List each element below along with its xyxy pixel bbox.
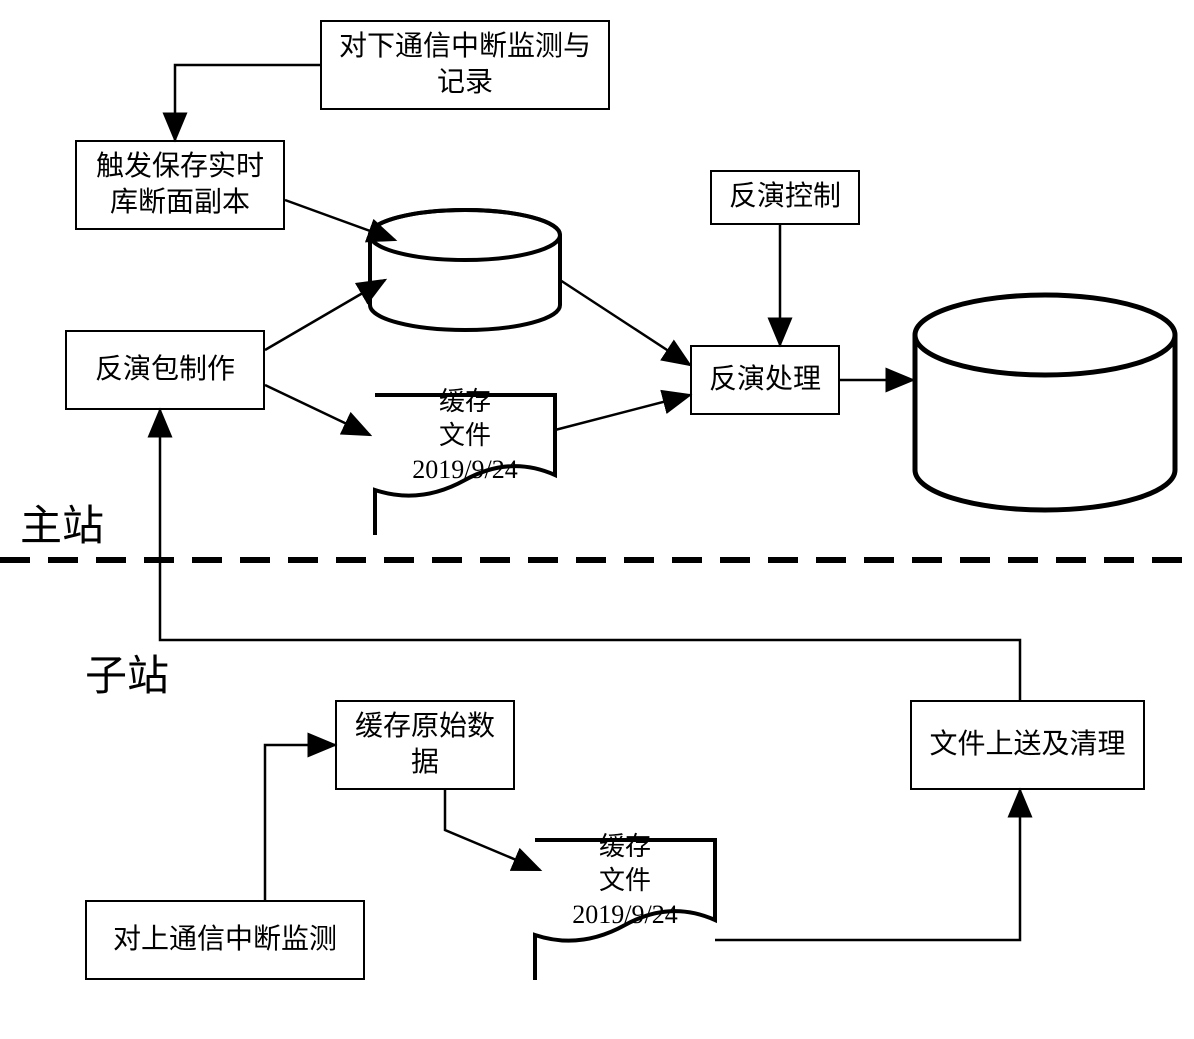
box-cache-raw-text: 缓存原始数据 [355, 709, 495, 782]
doc-sub-line2: 文件 [535, 864, 715, 898]
box-top-monitor-text: 对下通信中断监测与记录 [339, 29, 591, 102]
box-file-upload-text: 文件上送及清理 [929, 727, 1125, 763]
cylinder-history-icon [915, 295, 1175, 510]
arrow-package-doc [265, 385, 370, 435]
box-cache-raw: 缓存原始数据 [335, 700, 515, 790]
section-master-label: 主站 [20, 500, 104, 555]
doc-master-line2: 文件 [375, 419, 555, 453]
box-inv-process: 反演处理 [690, 345, 840, 415]
cylinder-history-label: 历史库 [1000, 355, 1090, 394]
arrow-rtcopy-process [560, 280, 690, 365]
box-up-monitor-text: 对上通信中断监测 [113, 922, 337, 958]
box-up-monitor: 对上通信中断监测 [85, 900, 365, 980]
box-trigger-save: 触发保存实时库断面副本 [75, 140, 285, 230]
box-trigger-save-text: 触发保存实时库断面副本 [96, 149, 264, 222]
arrow-package-rtcopy [265, 280, 385, 350]
box-top-monitor: 对下通信中断监测与记录 [320, 20, 610, 110]
box-inv-control: 反演控制 [710, 170, 860, 225]
doc-sub-line1: 缓存 [535, 830, 715, 864]
arrow-monitor-trigger [175, 65, 320, 140]
box-inv-control-text: 反演控制 [729, 179, 841, 215]
arrow-upmon-cache [265, 745, 335, 900]
doc-master-line1: 缓存 [375, 385, 555, 419]
arrow-cache-subdoc [445, 790, 540, 870]
box-file-upload: 文件上送及清理 [910, 700, 1145, 790]
doc-master-line3: 2019/9/24 [375, 453, 555, 487]
arrow-upload-package [160, 410, 1020, 700]
doc-sub-line3: 2019/9/24 [535, 898, 715, 932]
box-inv-package: 反演包制作 [65, 330, 265, 410]
arrows-group [160, 65, 1020, 940]
doc-sub-cache-text: 缓存 文件 2019/9/24 [535, 830, 715, 931]
section-sub-label: 子站 [85, 650, 169, 705]
arrow-doc-process [555, 395, 690, 430]
cylinder-rt-copy-label: 实时库副本 [400, 248, 580, 282]
box-inv-package-text: 反演包制作 [95, 352, 235, 388]
arrow-subdoc-upload [715, 790, 1020, 940]
doc-master-cache-text: 缓存 文件 2019/9/24 [375, 385, 555, 486]
arrow-trigger-rtcopy [285, 200, 395, 240]
box-inv-process-text: 反演处理 [709, 362, 821, 398]
